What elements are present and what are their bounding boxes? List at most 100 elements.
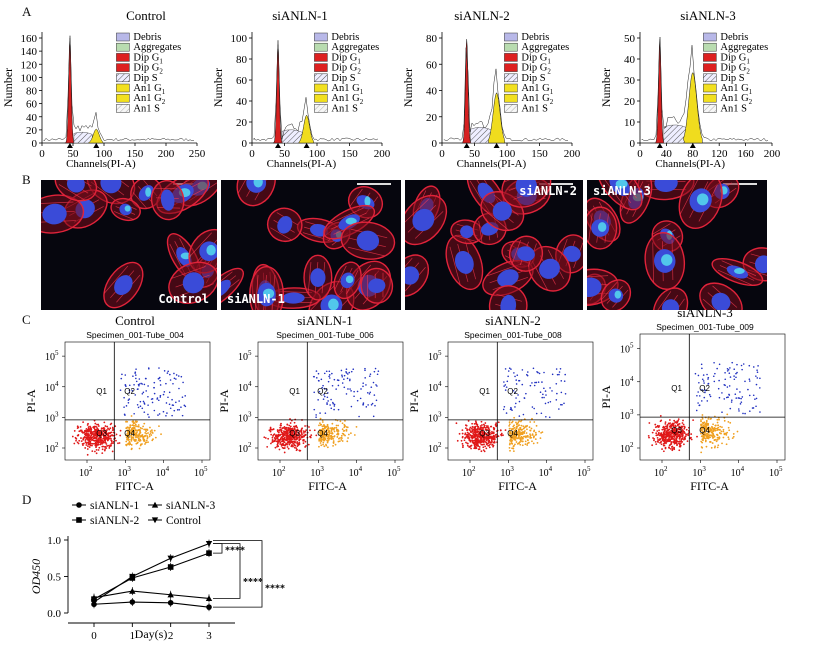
cell-dot-early	[141, 435, 144, 438]
cell-dot-late	[515, 397, 517, 399]
cell-dot-late	[135, 368, 137, 370]
cell-dot-late	[353, 395, 355, 398]
cell-dot-live	[85, 441, 87, 444]
scatter-title: siANLN-1	[297, 313, 353, 328]
x-tick-label: 102	[654, 465, 668, 479]
cell-dot-live	[71, 435, 74, 438]
cell-dot-live	[263, 436, 266, 439]
cell-dot-live	[304, 430, 307, 433]
cell-dot-late	[726, 386, 729, 388]
cell-dot-live	[470, 447, 472, 450]
cell-dot-live	[270, 433, 273, 436]
cell-dot-live	[480, 428, 483, 431]
cell-dot-live	[109, 437, 112, 440]
cell-dot-live	[491, 443, 493, 446]
y-tick-label: 120	[21, 59, 38, 71]
cell-dot-late	[512, 389, 515, 392]
cell-dot-early	[136, 425, 139, 428]
cell-dot-late	[563, 402, 565, 405]
cell-dot-late	[726, 370, 729, 372]
cell-dot-late	[508, 367, 511, 370]
cell-dot-live	[279, 438, 282, 441]
cell-dot-early	[709, 441, 711, 443]
legend-swatch	[116, 53, 130, 62]
cell-dot-late	[132, 375, 134, 377]
cell-dot-late	[511, 409, 513, 411]
cell-dot-live	[300, 431, 303, 434]
tick-exponent: 3	[127, 465, 131, 473]
cell-dot-early	[508, 434, 511, 437]
cell-dot-live	[685, 428, 688, 431]
x-tick-label: 105	[577, 465, 591, 479]
cell-dot-early	[717, 424, 719, 427]
cell-dot-early	[508, 423, 511, 426]
cell-dot-late	[360, 388, 362, 390]
cell-dot-live	[493, 437, 496, 440]
cell-dot-early	[520, 420, 522, 423]
legend-subscript: 2	[159, 68, 163, 76]
legend-swatch	[504, 73, 518, 83]
cell-dot-live	[97, 432, 100, 435]
cell-dot-live	[300, 428, 303, 431]
quadrant-label: Q4	[124, 429, 135, 438]
cell-dot-early	[129, 424, 132, 427]
quadrant-label: Q1	[96, 387, 107, 396]
significance-bracket	[213, 543, 223, 554]
cell-dot-late	[142, 400, 145, 403]
tick-exponent: 4	[248, 380, 252, 388]
tick-exponent: 2	[282, 465, 286, 473]
cell-dot-late	[320, 378, 323, 381]
cell-dot-early	[714, 445, 716, 448]
cell-dot-late	[707, 376, 710, 379]
dip-s-region	[281, 129, 303, 144]
cell-dot-early	[341, 432, 344, 435]
cell-dot-late	[701, 367, 703, 370]
cell-dot-live	[495, 436, 498, 439]
cell-dot-live	[94, 422, 97, 425]
legend-label: An1 G2	[521, 93, 553, 106]
cell-dot-live	[86, 448, 89, 450]
cell-dot-live	[90, 439, 93, 441]
cell-dot-live	[279, 443, 282, 445]
cell-dot-early	[343, 433, 345, 436]
cell-dot-late	[518, 400, 521, 403]
cell-dot-live	[118, 442, 121, 444]
cell-dot-late	[138, 378, 141, 380]
cell-dot-live	[663, 430, 666, 433]
cell-dot-live	[285, 439, 288, 442]
cell-dot-live	[89, 428, 92, 430]
cell-dot-live	[277, 445, 280, 448]
cell-dot-early	[146, 436, 149, 439]
cell-dot-live	[673, 446, 675, 449]
x-tick-label: 50	[279, 148, 291, 160]
cell-dot-live	[287, 432, 289, 435]
cell-dot-early	[129, 432, 132, 434]
cell-dot-early	[508, 443, 511, 446]
cell-dot-late	[148, 416, 150, 418]
cell-dot-late	[173, 372, 175, 375]
cell-dot-early	[130, 444, 133, 446]
legend-swatch	[314, 42, 328, 52]
tick-exponent: 5	[630, 342, 634, 350]
legend-label: Dip G2	[331, 63, 361, 76]
cell-dot-late	[172, 404, 175, 407]
cell-dot-live	[278, 429, 281, 432]
cell-dot-late	[541, 381, 543, 383]
cell-dot-early	[137, 428, 140, 431]
cell-dot-live	[302, 431, 305, 434]
cell-dot-live	[100, 434, 102, 437]
cell-dot-live	[289, 437, 291, 439]
cell-dot-live	[104, 448, 106, 451]
tick-exponent: 4	[630, 375, 634, 383]
cell-dot-late	[318, 380, 320, 382]
cell-dot-late	[516, 374, 519, 377]
quadrant-label: Q2	[507, 387, 518, 396]
cell-dot-live	[286, 430, 288, 433]
legend-swatch	[703, 53, 717, 62]
cell-dot-live	[117, 442, 119, 445]
legend-swatch	[703, 93, 717, 103]
nucleus-highlight	[614, 290, 622, 299]
cell-dot-late	[741, 368, 743, 371]
peak-marker	[689, 143, 696, 148]
cell-dot-late	[144, 377, 147, 380]
